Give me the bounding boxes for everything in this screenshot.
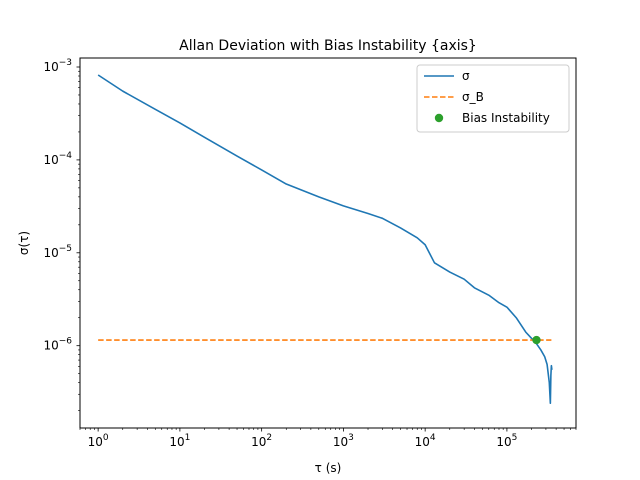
x-tick-label: 103: [333, 433, 354, 449]
x-axis-ticks: 100 101 102 103 104 105: [79, 428, 577, 449]
y-tick-label: 10−6: [43, 337, 72, 353]
x-tick-label: 105: [496, 433, 517, 449]
legend-label-sigma: σ: [462, 69, 470, 83]
y-tick-label: 10−5: [43, 244, 72, 260]
legend-box: [416, 64, 570, 133]
x-axis-label: τ (s): [315, 461, 342, 475]
legend: σ σ_B Bias Instability: [416, 64, 570, 133]
x-tick-label: 100: [88, 433, 109, 449]
y-axis-ticks: 10−6 10−5 10−4 10−3: [43, 58, 80, 411]
chart-title: Allan Deviation with Bias Instability {a…: [179, 38, 477, 54]
legend-swatch-bias-instability: [434, 113, 444, 123]
x-tick-label: 102: [251, 433, 272, 449]
series-layer: [97, 74, 553, 405]
x-tick-label: 104: [415, 433, 436, 449]
sigma-line: [97, 74, 553, 405]
x-tick-label: 101: [169, 433, 190, 449]
bias-instability-point: [532, 335, 541, 345]
plot-frame: [79, 57, 577, 429]
y-tick-label: 10−3: [43, 58, 72, 74]
legend-label-bias-instability: Bias Instability: [462, 111, 550, 125]
legend-label-sigma-b: σ_B: [462, 90, 484, 104]
y-axis-label: σ(τ): [17, 231, 31, 255]
y-tick-label: 10−4: [43, 151, 72, 167]
